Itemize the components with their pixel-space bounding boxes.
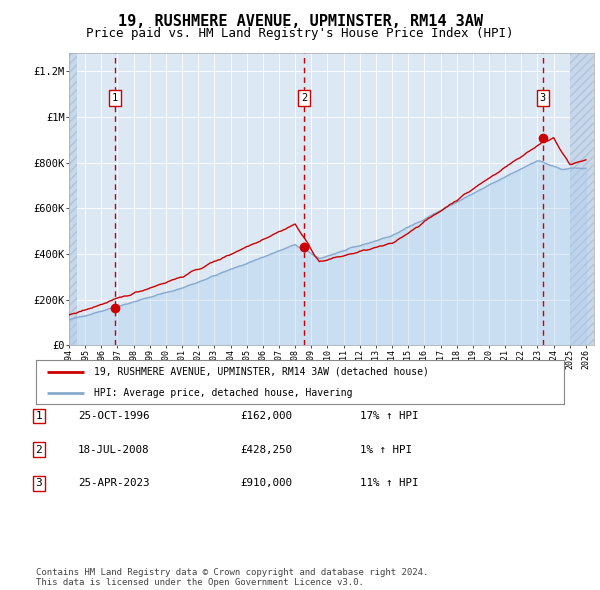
Bar bbox=[69, 53, 77, 345]
Text: 2: 2 bbox=[35, 445, 43, 454]
Text: £428,250: £428,250 bbox=[240, 445, 292, 454]
Text: 2: 2 bbox=[301, 93, 307, 103]
Text: 19, RUSHMERE AVENUE, UPMINSTER, RM14 3AW: 19, RUSHMERE AVENUE, UPMINSTER, RM14 3AW bbox=[118, 14, 482, 29]
Text: 19, RUSHMERE AVENUE, UPMINSTER, RM14 3AW (detached house): 19, RUSHMERE AVENUE, UPMINSTER, RM14 3AW… bbox=[94, 367, 429, 377]
Text: £910,000: £910,000 bbox=[240, 478, 292, 488]
Text: 17% ↑ HPI: 17% ↑ HPI bbox=[360, 411, 419, 421]
Bar bbox=[570, 53, 594, 345]
Text: Price paid vs. HM Land Registry's House Price Index (HPI): Price paid vs. HM Land Registry's House … bbox=[86, 27, 514, 40]
Text: 3: 3 bbox=[539, 93, 546, 103]
Text: £162,000: £162,000 bbox=[240, 411, 292, 421]
Text: 11% ↑ HPI: 11% ↑ HPI bbox=[360, 478, 419, 488]
Text: Contains HM Land Registry data © Crown copyright and database right 2024.
This d: Contains HM Land Registry data © Crown c… bbox=[36, 568, 428, 587]
Text: 3: 3 bbox=[35, 478, 43, 488]
Text: 18-JUL-2008: 18-JUL-2008 bbox=[78, 445, 149, 454]
Text: HPI: Average price, detached house, Havering: HPI: Average price, detached house, Have… bbox=[94, 388, 353, 398]
Text: 1: 1 bbox=[112, 93, 118, 103]
Text: 25-OCT-1996: 25-OCT-1996 bbox=[78, 411, 149, 421]
Text: 25-APR-2023: 25-APR-2023 bbox=[78, 478, 149, 488]
Text: 1: 1 bbox=[35, 411, 43, 421]
Text: 1% ↑ HPI: 1% ↑ HPI bbox=[360, 445, 412, 454]
